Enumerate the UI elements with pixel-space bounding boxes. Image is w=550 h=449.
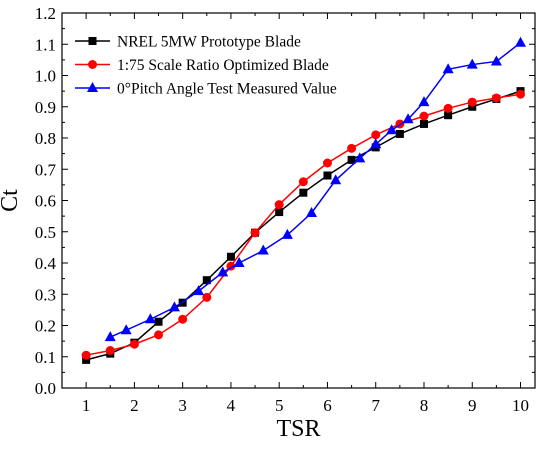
data-point-test-measured — [120, 324, 132, 335]
y-tick-label: 0.0 — [35, 379, 56, 398]
data-point-optimized-blade — [154, 330, 164, 340]
data-point-optimized-blade — [274, 200, 284, 210]
data-point-optimized-blade — [178, 314, 188, 324]
series-test-measured — [104, 36, 527, 342]
data-point-optimized-blade — [322, 158, 332, 168]
x-tick-label: 3 — [178, 396, 187, 415]
data-point-nrel-5mw — [323, 171, 332, 180]
data-point-test-measured — [104, 331, 116, 342]
data-point-optimized-blade — [202, 292, 212, 302]
data-point-optimized-blade — [419, 111, 429, 121]
x-tick-label: 1 — [82, 396, 91, 415]
y-tick-label: 0.6 — [35, 192, 56, 211]
y-tick-label: 0.7 — [35, 160, 57, 179]
data-point-test-measured — [217, 266, 229, 277]
x-tick-label: 7 — [371, 396, 380, 415]
data-point-nrel-5mw — [299, 188, 308, 197]
data-point-test-measured — [442, 63, 454, 74]
data-point-nrel-5mw — [468, 102, 477, 111]
legend-label: NREL 5MW Prototype Blade — [117, 34, 301, 51]
data-point-optimized-blade — [129, 339, 139, 349]
data-point-optimized-blade — [467, 97, 477, 107]
data-point-nrel-5mw — [347, 155, 356, 164]
data-point-nrel-5mw — [82, 355, 91, 364]
series-line-test-measured — [109, 42, 521, 338]
data-point-test-measured — [281, 228, 293, 239]
data-point-optimized-blade — [491, 93, 501, 103]
data-point-test-measured — [386, 124, 398, 135]
y-tick-label: 0.3 — [35, 285, 56, 304]
data-point-optimized-blade — [516, 89, 526, 99]
data-point-test-measured — [515, 36, 527, 47]
legend-label: 0°Pitch Angle Test Measured Value — [117, 81, 337, 98]
data-point-test-measured — [168, 301, 180, 312]
data-point-test-measured — [402, 113, 414, 124]
data-point-nrel-5mw — [226, 252, 235, 261]
data-point-optimized-blade — [347, 143, 357, 153]
y-axis-title: Ct — [0, 189, 23, 212]
y-tick-label: 1.0 — [35, 67, 56, 86]
data-point-nrel-5mw — [154, 317, 163, 326]
data-point-test-measured — [193, 285, 205, 296]
y-tick-label: 0.5 — [35, 223, 56, 242]
data-point-test-measured — [144, 313, 156, 324]
data-point-nrel-5mw — [419, 119, 428, 128]
x-tick-label: 5 — [275, 396, 284, 415]
data-point-test-measured — [257, 244, 269, 255]
data-point-nrel-5mw — [395, 129, 404, 138]
data-point-nrel-5mw — [202, 276, 211, 285]
data-point-test-measured — [306, 207, 318, 217]
data-point-test-measured — [418, 96, 430, 107]
y-tick-label: 0.8 — [35, 129, 56, 148]
data-point-nrel-5mw — [444, 111, 453, 120]
y-tick-label: 0.4 — [35, 254, 57, 273]
y-tick-label: 0.1 — [35, 348, 56, 367]
data-point-nrel-5mw — [275, 208, 284, 217]
x-tick-label: 6 — [323, 396, 332, 415]
legend-marker — [88, 37, 97, 45]
y-tick-label: 0.9 — [35, 98, 56, 117]
y-tick-label: 0.2 — [35, 317, 56, 336]
legend-label: 1:75 Scale Ratio Optimized Blade — [117, 57, 329, 74]
data-point-optimized-blade — [105, 346, 115, 355]
legend-item-optimized-blade: 1:75 Scale Ratio Optimized Blade — [75, 57, 329, 74]
data-point-optimized-blade — [371, 130, 381, 140]
legend: NREL 5MW Prototype Blade 1:75 Scale Ratio… — [75, 34, 337, 98]
data-point-test-measured — [354, 152, 366, 163]
data-point-optimized-blade — [443, 103, 453, 113]
data-point-test-measured — [490, 55, 502, 66]
legend-marker — [87, 82, 98, 92]
y-tick-label: 1.2 — [35, 4, 56, 23]
data-point-test-measured — [466, 58, 478, 69]
data-point-optimized-blade — [81, 350, 91, 360]
legend-item-nrel-5mw: NREL 5MW Prototype Blade — [75, 34, 301, 51]
data-point-test-measured — [233, 257, 245, 267]
data-point-test-measured — [330, 174, 342, 185]
x-tick-label: 2 — [130, 396, 139, 415]
y-tick-label: 1.1 — [35, 35, 56, 54]
data-point-optimized-blade — [250, 228, 260, 238]
x-tick-label: 9 — [468, 396, 477, 415]
x-tick-label: 10 — [512, 396, 529, 415]
legend-marker — [88, 60, 97, 69]
data-point-optimized-blade — [298, 177, 308, 187]
data-point-test-measured — [370, 138, 382, 149]
x-tick-label: 8 — [420, 396, 429, 415]
legend-item-test-measured: 0°Pitch Angle Test Measured Value — [75, 81, 337, 98]
x-axis-title: TSR — [276, 416, 320, 442]
x-tick-label: 4 — [227, 396, 236, 415]
